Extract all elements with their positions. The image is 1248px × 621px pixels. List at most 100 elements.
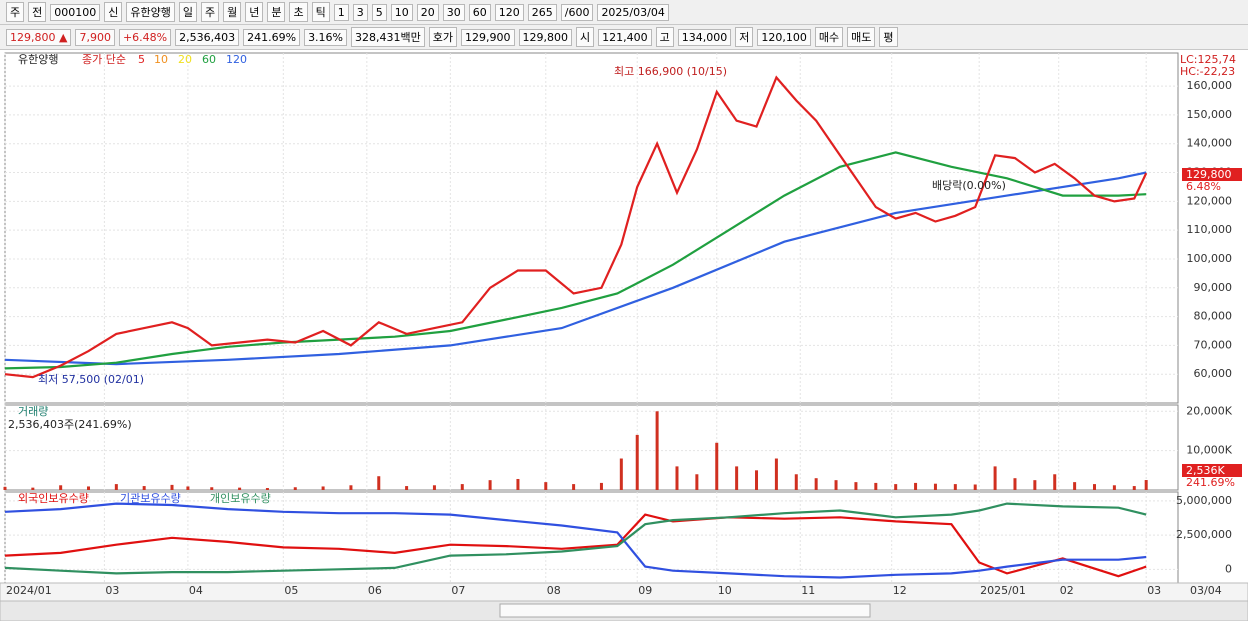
info-item[interactable]: 매도 xyxy=(847,27,876,47)
info-item: 호가 xyxy=(428,27,457,47)
y-tick-label: 90,000 xyxy=(1194,281,1233,294)
volume-bar xyxy=(834,480,838,490)
y-tick-label: 160,000 xyxy=(1187,79,1233,92)
x-tick-label: 08 xyxy=(547,584,561,597)
volume-bar xyxy=(170,484,174,490)
volume-bar xyxy=(265,488,269,490)
volume-bar xyxy=(349,485,353,490)
volume-bar xyxy=(874,482,878,490)
volume-bar xyxy=(1092,484,1096,490)
toolbar-item[interactable]: 주 xyxy=(200,2,220,22)
info-item[interactable]: 매수 xyxy=(814,27,844,47)
toolbar-item[interactable]: 분 xyxy=(267,2,286,22)
last-change-label: 6.48% xyxy=(1186,180,1221,193)
annotation: 최저 57,500 (02/01) xyxy=(38,373,144,386)
chart-subtitle: 2,536,403주(241.69%) xyxy=(8,418,132,431)
info-item: 저 xyxy=(735,27,754,47)
volume-bar xyxy=(933,483,937,490)
legend-entry: 기관보유수량 xyxy=(120,492,181,505)
series-line xyxy=(4,75,1148,379)
x-tick-label: 02 xyxy=(1060,584,1074,597)
annotation: 배당락(0.00%) xyxy=(932,179,1006,192)
info-item: 134,000 xyxy=(677,28,732,46)
toolbar-item[interactable]: 30 xyxy=(442,3,465,21)
y-tick-label: 70,000 xyxy=(1194,338,1233,351)
last-price-box xyxy=(1182,168,1242,181)
y-tick-label: 20,000K xyxy=(1186,404,1232,417)
x-tick-label: 07 xyxy=(451,584,465,597)
info-item[interactable]: 평 xyxy=(879,27,898,47)
volume-bar xyxy=(814,478,818,490)
chart-title: 유한양행 xyxy=(18,53,58,66)
toolbar-item[interactable]: 3 xyxy=(352,3,368,21)
x-tick-label: 10 xyxy=(718,584,732,597)
corner-label: HC:-22,23 xyxy=(1180,65,1235,78)
volume-bar xyxy=(715,442,719,490)
volume-bar xyxy=(186,486,190,490)
y-tick-label: 150,000 xyxy=(1187,108,1233,121)
toolbar-item[interactable]: 일 xyxy=(178,2,197,22)
x-tick-label: 09 xyxy=(638,584,652,597)
series-line xyxy=(4,513,1147,578)
chart-title: 거래량 xyxy=(18,405,48,418)
legend-period: 60 xyxy=(202,53,216,66)
volume-bar xyxy=(914,482,918,490)
y-tick-label: 60,000 xyxy=(1194,367,1233,380)
toolbar-item[interactable]: 신 xyxy=(104,2,123,22)
toolbar-item[interactable]: 틱 xyxy=(311,2,330,22)
legend-period: 10 xyxy=(154,53,168,66)
toolbar-item[interactable]: 120 xyxy=(494,3,524,21)
toolbar-item[interactable]: 10 xyxy=(390,3,413,21)
toolbar-item[interactable]: 265 xyxy=(527,3,557,21)
volume-bar xyxy=(210,487,214,490)
y-tick-label: 0 xyxy=(1225,562,1232,575)
x-tick-label: 06 xyxy=(368,584,382,597)
toolbar-item[interactable]: 5 xyxy=(371,3,387,21)
scroll-thumb xyxy=(499,603,871,618)
volume-bar xyxy=(1053,474,1057,490)
x-tick-label: 05 xyxy=(284,584,298,597)
volume-bar xyxy=(377,476,381,490)
volume-bar xyxy=(854,482,858,490)
toolbar-item[interactable]: /600 xyxy=(560,3,594,21)
toolbar-item[interactable]: 20 xyxy=(416,3,439,21)
x-tick-label: 04 xyxy=(189,584,203,597)
volume-bar xyxy=(599,482,603,490)
volume-bar xyxy=(695,474,699,490)
toolbar-item[interactable]: 주 xyxy=(6,2,25,22)
legend-period: 120 xyxy=(226,53,247,66)
volume-bar xyxy=(894,484,898,490)
volume-bar xyxy=(655,411,659,490)
legend-period: 20 xyxy=(178,53,192,66)
volume-bar xyxy=(1132,486,1136,490)
toolbar-item[interactable]: 초 xyxy=(289,2,308,22)
corner-label: LC:125,74 xyxy=(1180,53,1236,66)
y-tick-label: 5,000,000 xyxy=(1176,494,1232,507)
volume-bar xyxy=(293,487,297,490)
end-date-label: 03/04 xyxy=(1190,584,1222,597)
series-line xyxy=(4,502,1147,575)
volume-bar xyxy=(953,484,957,490)
toolbar-item[interactable]: 년 xyxy=(245,2,264,22)
volume-bar xyxy=(794,474,798,490)
info-item: +6.48% xyxy=(118,28,172,46)
y-tick-label: 80,000 xyxy=(1194,310,1233,323)
toolbar-item[interactable]: 000100 xyxy=(50,3,101,21)
info-item: 129,800 ▲ xyxy=(6,28,72,46)
legend-period: 5 xyxy=(138,53,145,66)
info-item: 120,100 xyxy=(757,28,811,46)
volume-bar xyxy=(572,484,576,490)
toolbar-item[interactable]: 2025/03/04 xyxy=(597,3,669,21)
toolbar-item[interactable]: 월 xyxy=(223,2,242,22)
toolbar-item[interactable]: 전 xyxy=(28,2,47,22)
volume-bar xyxy=(114,484,118,490)
y-tick-label: 110,000 xyxy=(1187,223,1233,236)
toolbar-item[interactable]: 60 xyxy=(468,3,491,21)
volume-bar xyxy=(321,486,325,490)
toolbar-item[interactable]: 유한양행 xyxy=(126,2,175,22)
info-item: 고 xyxy=(655,27,674,47)
series-line xyxy=(4,502,1147,579)
info-item: 3.16% xyxy=(304,28,348,46)
info-item: 328,431백만 xyxy=(351,27,425,47)
toolbar-item[interactable]: 1 xyxy=(333,3,349,21)
